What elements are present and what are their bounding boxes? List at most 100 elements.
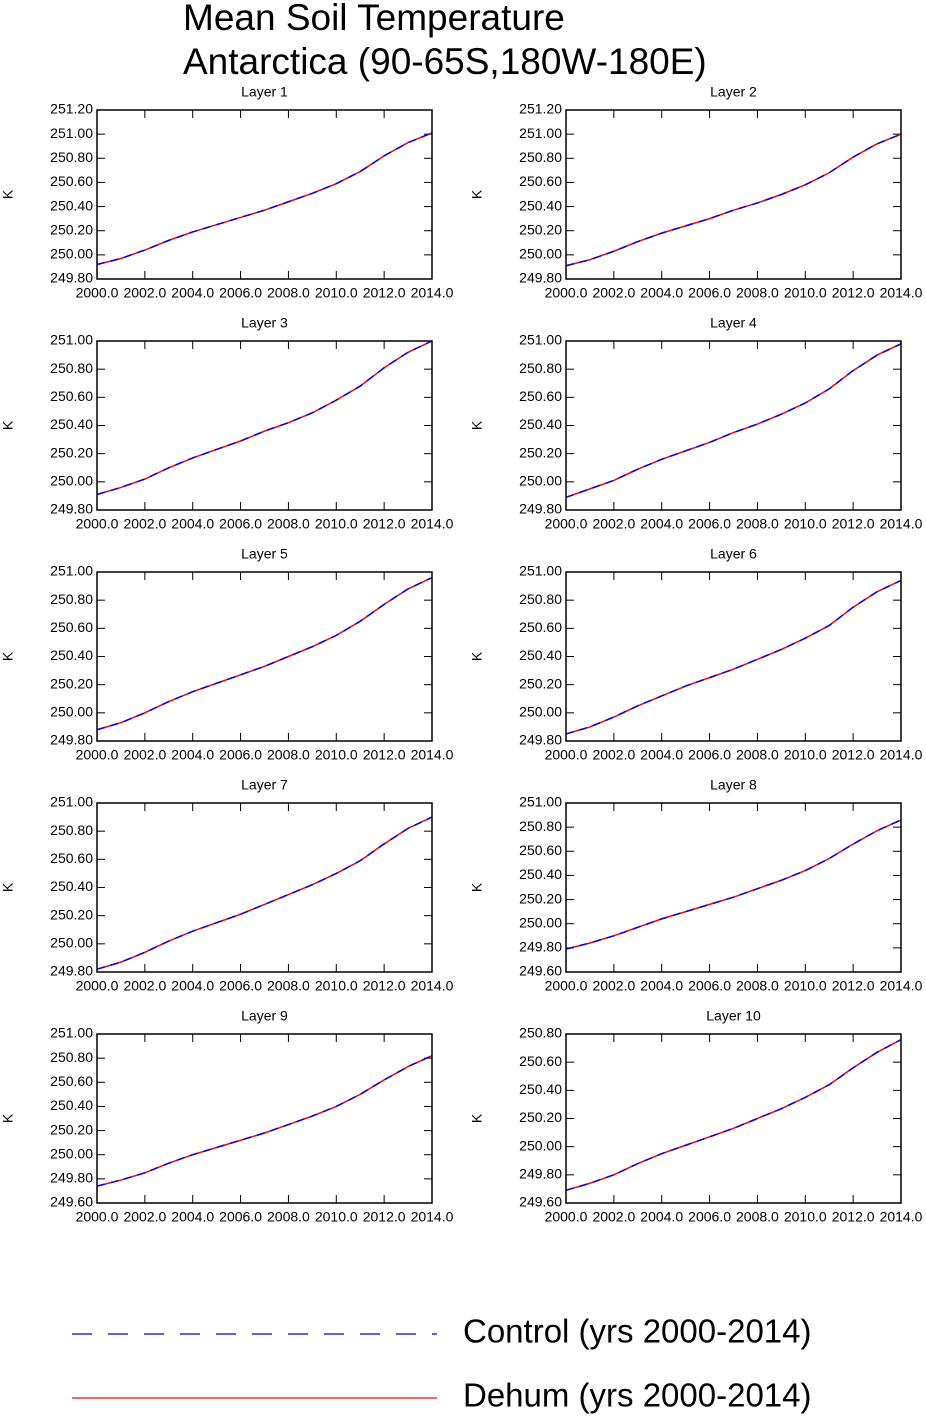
y-tick-label: 250.80 — [519, 818, 562, 834]
x-tick-label: 2004.0 — [171, 747, 214, 763]
y-tick-label: 250.00 — [50, 246, 93, 262]
series-line — [96, 576, 433, 731]
figure-subtitle: Antarctica (90-65S,180W-180E) — [183, 41, 707, 82]
panel-title: Layer 3 — [241, 315, 288, 331]
y-tick-label: 250.40 — [50, 416, 93, 432]
x-tick-label: 2010.0 — [784, 978, 827, 994]
plot-frame — [565, 109, 902, 280]
x-tick-label: 2014.0 — [411, 747, 454, 763]
x-tick-label: 2008.0 — [267, 516, 310, 532]
y-tick-label: 250.60 — [50, 850, 93, 866]
y-tick-label: 250.80 — [519, 360, 562, 376]
x-tick-label: 2002.0 — [123, 1209, 166, 1225]
x-tick-label: 2010.0 — [784, 1209, 827, 1225]
y-tick-label: 251.20 — [50, 101, 93, 117]
x-tick-label: 2000.0 — [545, 1209, 588, 1225]
y-tick-label: 250.20 — [50, 221, 93, 237]
y-tick-label: 251.00 — [519, 794, 562, 810]
x-tick-label: 2002.0 — [592, 285, 635, 301]
y-tick-label: 250.40 — [50, 197, 93, 213]
y-tick-label: 250.60 — [519, 619, 562, 635]
y-tick-label: 250.60 — [50, 173, 93, 189]
x-tick-label: 2000.0 — [76, 516, 119, 532]
y-tick-label: 250.00 — [519, 473, 562, 489]
panel-title: Layer 1 — [241, 84, 288, 100]
y-axis-label: K — [0, 420, 16, 430]
y-tick-label: 251.00 — [50, 125, 93, 141]
series-line — [565, 1038, 902, 1192]
y-tick-label: 250.40 — [519, 416, 562, 432]
y-tick-label: 250.00 — [519, 914, 562, 930]
x-tick-label: 2002.0 — [592, 516, 635, 532]
y-tick-label: 249.80 — [50, 501, 93, 517]
x-tick-label: 2002.0 — [123, 516, 166, 532]
y-tick-label: 250.60 — [50, 388, 93, 404]
y-axis-label: K — [0, 1113, 16, 1123]
panel-title: Layer 4 — [710, 315, 757, 331]
x-tick-label: 2008.0 — [267, 1209, 310, 1225]
x-tick-label: 2006.0 — [219, 516, 262, 532]
y-tick-label: 249.80 — [50, 270, 93, 286]
y-tick-label: 249.80 — [519, 270, 562, 286]
y-tick-label: 251.00 — [519, 125, 562, 141]
series-line — [565, 343, 902, 499]
x-tick-label: 2000.0 — [76, 285, 119, 301]
series-line — [96, 1055, 433, 1187]
y-tick-label: 250.60 — [519, 1053, 562, 1069]
x-tick-label: 2012.0 — [832, 285, 875, 301]
x-tick-label: 2004.0 — [171, 978, 214, 994]
y-tick-label: 250.00 — [50, 1145, 93, 1161]
y-tick-label: 249.80 — [519, 1166, 562, 1182]
x-tick-label: 2012.0 — [832, 516, 875, 532]
x-tick-label: 2014.0 — [880, 747, 923, 763]
x-tick-label: 2004.0 — [640, 978, 683, 994]
y-tick-label: 250.00 — [50, 473, 93, 489]
series-line — [96, 132, 433, 266]
series-line — [565, 343, 902, 499]
x-tick-label: 2000.0 — [545, 978, 588, 994]
x-tick-label: 2014.0 — [411, 516, 454, 532]
y-tick-label: 251.00 — [50, 1025, 93, 1041]
y-tick-label: 250.20 — [50, 675, 93, 691]
x-tick-label: 2014.0 — [411, 285, 454, 301]
x-tick-label: 2004.0 — [640, 1209, 683, 1225]
y-tick-label: 250.20 — [519, 890, 562, 906]
x-tick-label: 2000.0 — [76, 1209, 119, 1225]
panel-title: Layer 9 — [241, 1008, 288, 1024]
series-line — [565, 819, 902, 950]
x-tick-label: 2000.0 — [76, 978, 119, 994]
x-tick-label: 2008.0 — [267, 978, 310, 994]
y-tick-label: 250.20 — [519, 444, 562, 460]
panel-title: Layer 6 — [710, 546, 757, 562]
y-tick-label: 250.60 — [50, 1073, 93, 1089]
y-tick-label: 250.20 — [50, 906, 93, 922]
y-tick-label: 250.80 — [519, 149, 562, 165]
plot-frame — [565, 571, 902, 742]
y-tick-label: 249.80 — [50, 732, 93, 748]
plot-frame — [96, 802, 433, 973]
y-tick-label: 250.80 — [519, 1025, 562, 1041]
y-tick-label: 250.20 — [519, 221, 562, 237]
x-tick-label: 2010.0 — [315, 516, 358, 532]
series-line — [96, 132, 433, 266]
x-tick-label: 2006.0 — [688, 516, 731, 532]
y-tick-label: 249.80 — [519, 501, 562, 517]
x-tick-label: 2006.0 — [688, 1209, 731, 1225]
x-tick-label: 2012.0 — [363, 285, 406, 301]
y-axis-label: K — [469, 1113, 485, 1123]
x-tick-label: 2004.0 — [640, 747, 683, 763]
x-tick-label: 2006.0 — [219, 978, 262, 994]
y-tick-label: 249.80 — [50, 1170, 93, 1186]
plot-frame — [565, 340, 902, 511]
y-axis-label: K — [469, 651, 485, 661]
y-tick-label: 249.80 — [519, 939, 562, 955]
x-tick-label: 2010.0 — [315, 978, 358, 994]
x-tick-label: 2008.0 — [736, 285, 779, 301]
x-tick-label: 2006.0 — [688, 747, 731, 763]
x-tick-label: 2008.0 — [267, 747, 310, 763]
plot-frame — [565, 1033, 902, 1204]
y-tick-label: 250.80 — [519, 591, 562, 607]
series-line — [96, 576, 433, 731]
plot-frame — [96, 109, 433, 280]
